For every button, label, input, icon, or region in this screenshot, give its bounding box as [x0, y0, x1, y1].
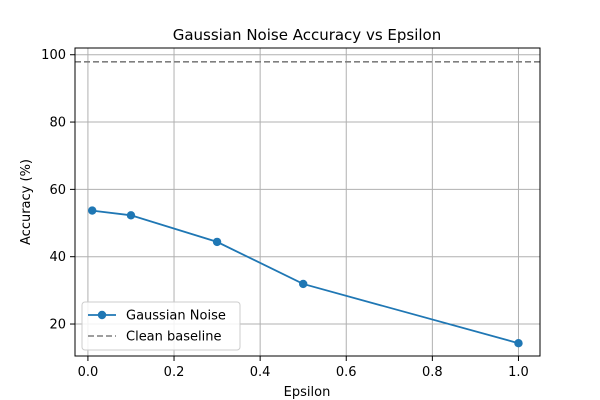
x-tick-label: 0.8 — [422, 365, 443, 380]
plot-frame — [74, 47, 541, 357]
legend: Gaussian Noise Clean baseline — [81, 301, 241, 351]
y-axis-ticks: 20 40 60 80 100 — [41, 48, 75, 333]
x-tick-label: 0.4 — [250, 365, 271, 380]
series-layer — [88, 206, 523, 348]
x-tick-label: 0.6 — [336, 365, 357, 380]
y-tick-label: 80 — [49, 116, 66, 131]
data-point — [212, 237, 222, 247]
y-tick-label: 100 — [41, 48, 66, 63]
data-point — [298, 279, 308, 289]
x-tick-label: 0.2 — [164, 365, 185, 380]
data-point — [514, 339, 523, 348]
y-tick-label: 40 — [49, 250, 66, 265]
data-point — [126, 211, 136, 220]
x-axis-label: Epsilon — [284, 385, 331, 400]
x-axis-ticks: 0.0 0.2 0.4 0.6 0.8 1.0 — [78, 356, 529, 380]
x-tick-label: 0.0 — [78, 365, 99, 380]
data-point — [88, 206, 97, 215]
legend-label-gaussian-noise: Gaussian Noise — [126, 309, 226, 324]
legend-box — [81, 301, 241, 351]
legend-marker-gaussian-noise — [97, 310, 107, 320]
x-tick-label: 1.0 — [508, 365, 529, 380]
y-axis-label: Accuracy (%) — [19, 159, 34, 245]
legend-label-clean-baseline: Clean baseline — [126, 330, 221, 345]
chart-title: Gaussian Noise Accuracy vs Epsilon — [173, 26, 442, 44]
y-tick-label: 20 — [49, 318, 66, 333]
y-tick-label: 60 — [49, 183, 66, 198]
